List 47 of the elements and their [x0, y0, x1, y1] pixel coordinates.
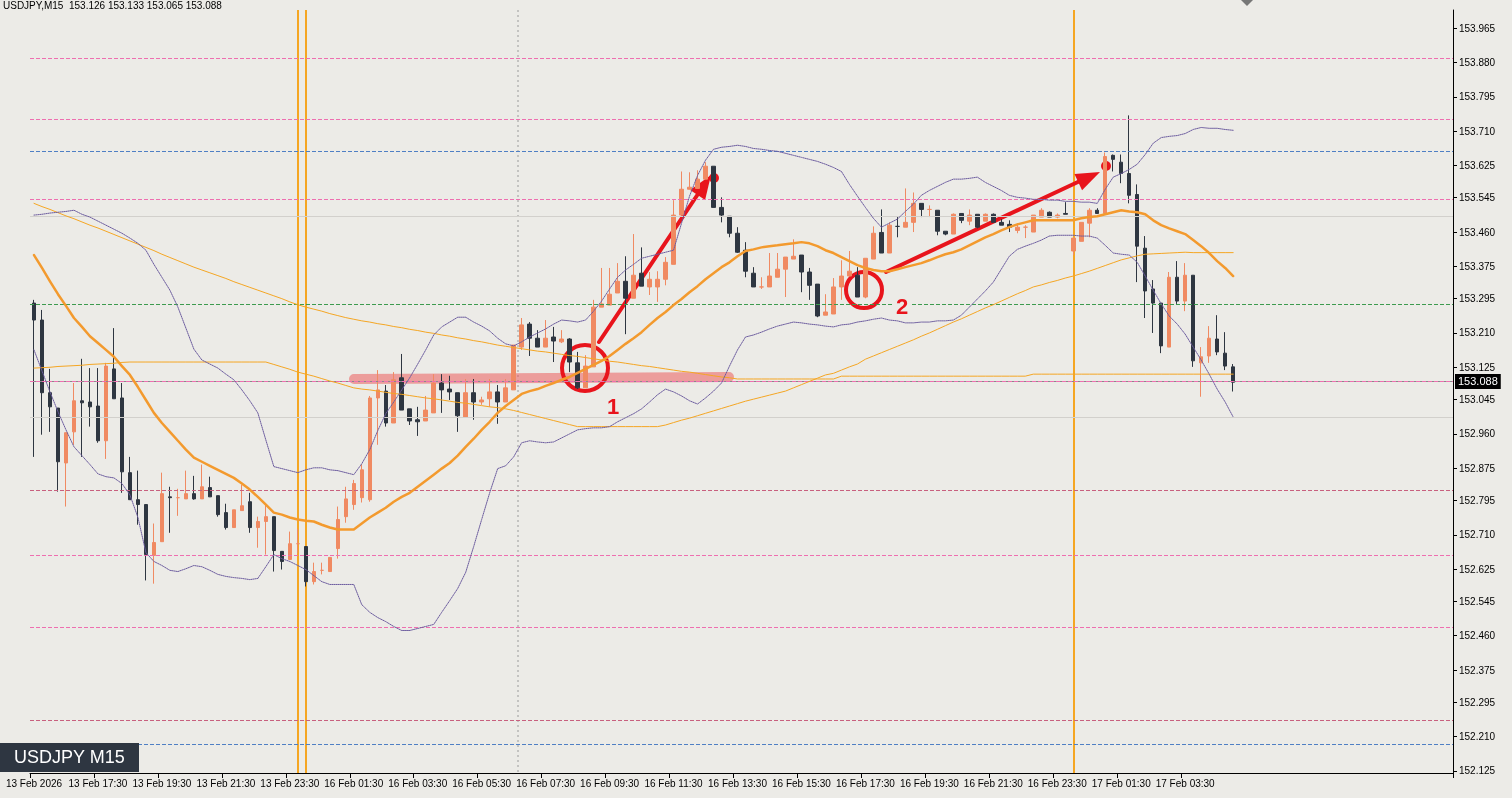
y-tick-label: 152.795 [1459, 495, 1496, 506]
y-tick-label: 152.625 [1459, 563, 1496, 575]
x-tick-label: 13 Feb 2026 [5, 777, 63, 789]
x-tick-label: 16 Feb 11:30 [644, 777, 704, 789]
x-tick-label: 16 Feb 03:30 [388, 777, 448, 789]
annotation: USDJPY,M15 153.126 153.133 153.065 153.088 [3, 0, 222, 11]
ref-line-label: 153.088 [1458, 375, 1498, 388]
y-tick-label: 152.125 [1459, 765, 1496, 777]
y-tick-label: 152.710 [1459, 529, 1496, 541]
y-tick-label: 152.545 [1459, 595, 1496, 607]
y-tick-label: 153.795 [1459, 91, 1496, 103]
y-tick-label: 153.375 [1459, 260, 1496, 272]
y-tick-label: 153.125 [1459, 361, 1496, 373]
y-tick-label: 153.045 [1459, 394, 1496, 406]
x-tick-label: 13 Feb 21:30 [196, 777, 256, 789]
annotation: 2 [894, 294, 911, 320]
x-tick-label: 16 Feb 19:30 [899, 777, 960, 789]
x-tick-label: 17 Feb 03:30 [1155, 777, 1216, 789]
x-tick-label: 16 Feb 21:30 [963, 777, 1024, 789]
y-tick-label: 153.710 [1459, 125, 1496, 137]
x-tick-label: 16 Feb 23:30 [1027, 777, 1088, 789]
y-tick-label: 152.210 [1459, 731, 1496, 743]
x-tick-label: 16 Feb 01:30 [324, 777, 384, 789]
y-tick-label: 152.295 [1459, 696, 1496, 708]
annotation: USDJPY M15 [0, 743, 139, 772]
x-tick-label: 16 Feb 07:30 [516, 777, 576, 789]
y-tick-label: 153.295 [1459, 293, 1496, 305]
x-tick-label: 13 Feb 19:30 [132, 777, 192, 789]
y-tick-label: 153.460 [1459, 226, 1496, 238]
y-tick-label: 152.460 [1459, 630, 1496, 642]
y-tick-label: 152.875 [1459, 462, 1496, 474]
y-tick-label: 153.965 [1459, 22, 1496, 34]
annotation: 1 [607, 394, 620, 420]
x-tick-label: 16 Feb 13:30 [708, 777, 768, 789]
y-tick-label: 152.375 [1459, 664, 1496, 676]
y-tick-label: 153.625 [1459, 159, 1496, 171]
x-tick-label: 16 Feb 09:30 [580, 777, 640, 789]
x-tick-label: 13 Feb 17:30 [68, 777, 128, 789]
x-tick-label: 13 Feb 23:30 [260, 777, 320, 789]
x-tick-label: 16 Feb 15:30 [771, 777, 832, 789]
y-tick-label: 153.210 [1459, 327, 1496, 339]
y-tick-label: 153.880 [1459, 56, 1496, 68]
x-tick-label: 16 Feb 17:30 [835, 777, 896, 789]
y-tick-label: 152.960 [1459, 428, 1496, 440]
y-tick-label: 153.545 [1459, 192, 1496, 204]
x-tick-label: 17 Feb 01:30 [1091, 777, 1152, 789]
x-tick-label: 16 Feb 05:30 [452, 777, 512, 789]
